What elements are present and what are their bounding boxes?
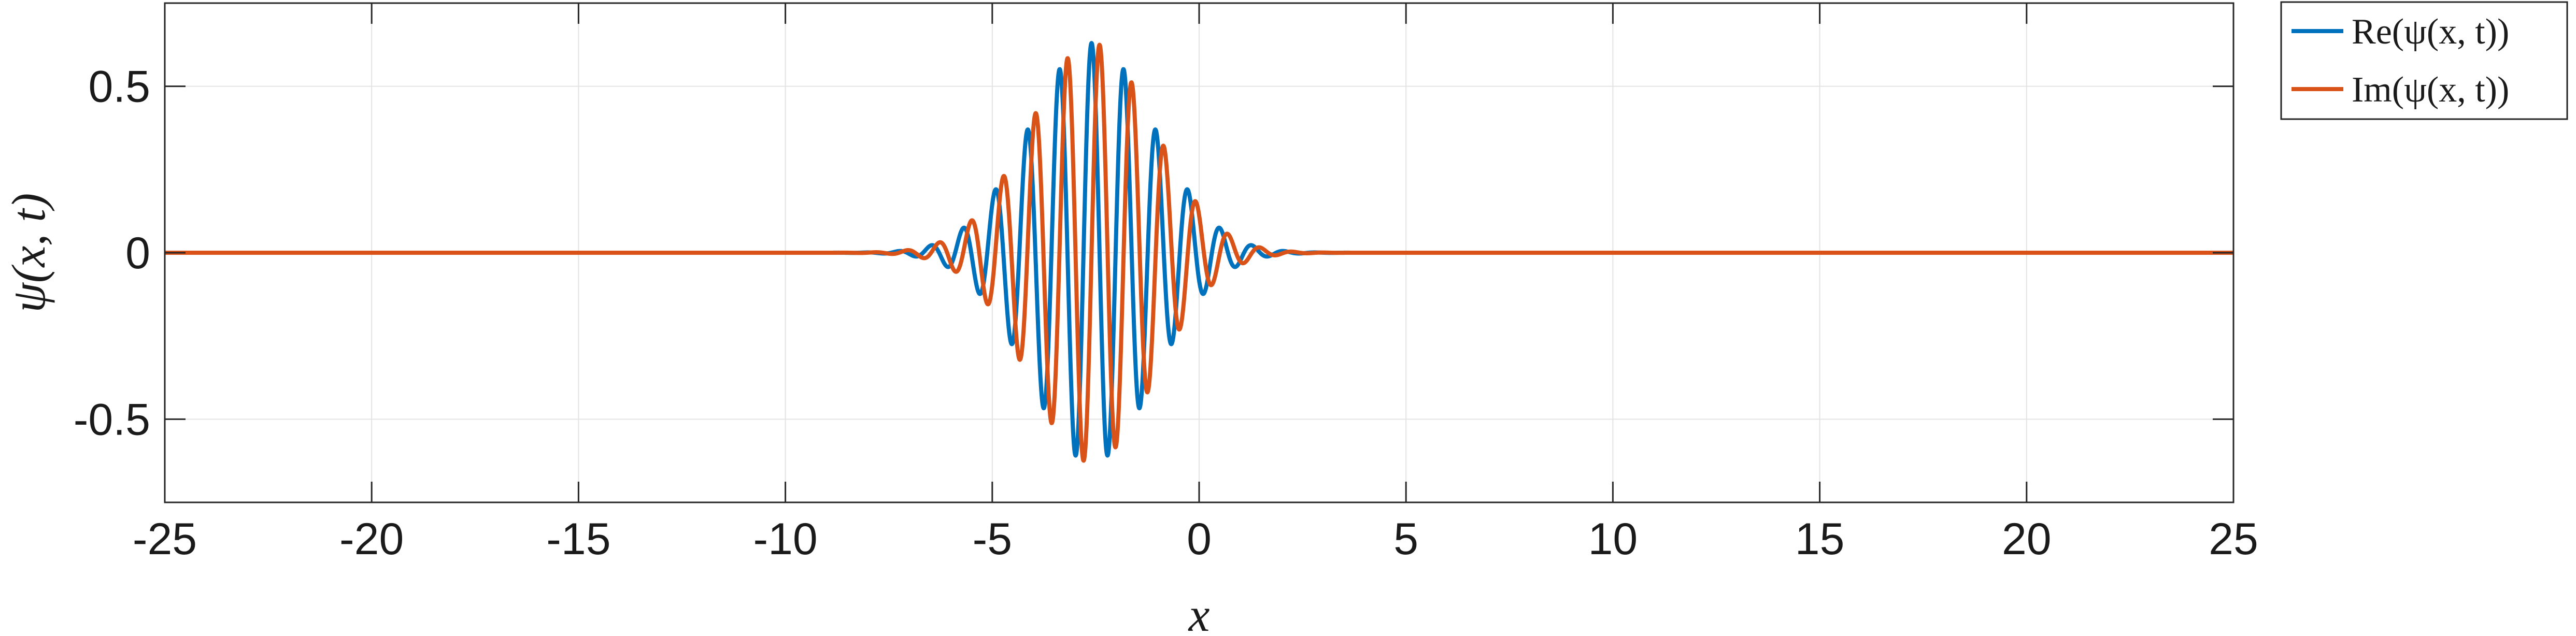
axis-ticks [164, 3, 2235, 502]
series-line-imag [165, 42, 2233, 463]
series-layer [165, 41, 2233, 463]
x-tick-label: 20 [2002, 514, 2052, 564]
legend-box [2280, 1, 2568, 120]
legend: Re(ψ(x, t)) Im(ψ(x, t)) [2280, 1, 2568, 120]
y-tick-label: -0.5 [74, 395, 150, 444]
y-axis-label: ψ(x, t) [2, 193, 55, 313]
x-tick-label: 25 [2209, 514, 2258, 564]
x-tick-label: 0 [1187, 514, 1212, 564]
legend-entry-real: Re(ψ(x, t)) [2352, 12, 2509, 52]
y-tick-label: 0.5 [88, 62, 150, 112]
x-tick-label: 10 [1588, 514, 1638, 564]
x-tick-label: 15 [1795, 514, 1845, 564]
x-tick-label: 5 [1393, 514, 1418, 564]
x-tick-label: -15 [546, 514, 610, 564]
x-tick-label: -5 [973, 514, 1012, 564]
y-tick-label: 0 [125, 228, 150, 278]
x-axis-label: x [1188, 588, 1210, 636]
y-tick-labels: -0.5 0 0.5 [74, 62, 150, 445]
x-tick-label: -10 [753, 514, 817, 564]
x-tick-label: -20 [339, 514, 404, 564]
x-tick-labels: -25 -20 -15 -10 -5 0 5 10 15 20 25 [133, 514, 2258, 564]
legend-entry-imag: Im(ψ(x, t)) [2352, 70, 2509, 110]
x-tick-label: -25 [133, 514, 197, 564]
